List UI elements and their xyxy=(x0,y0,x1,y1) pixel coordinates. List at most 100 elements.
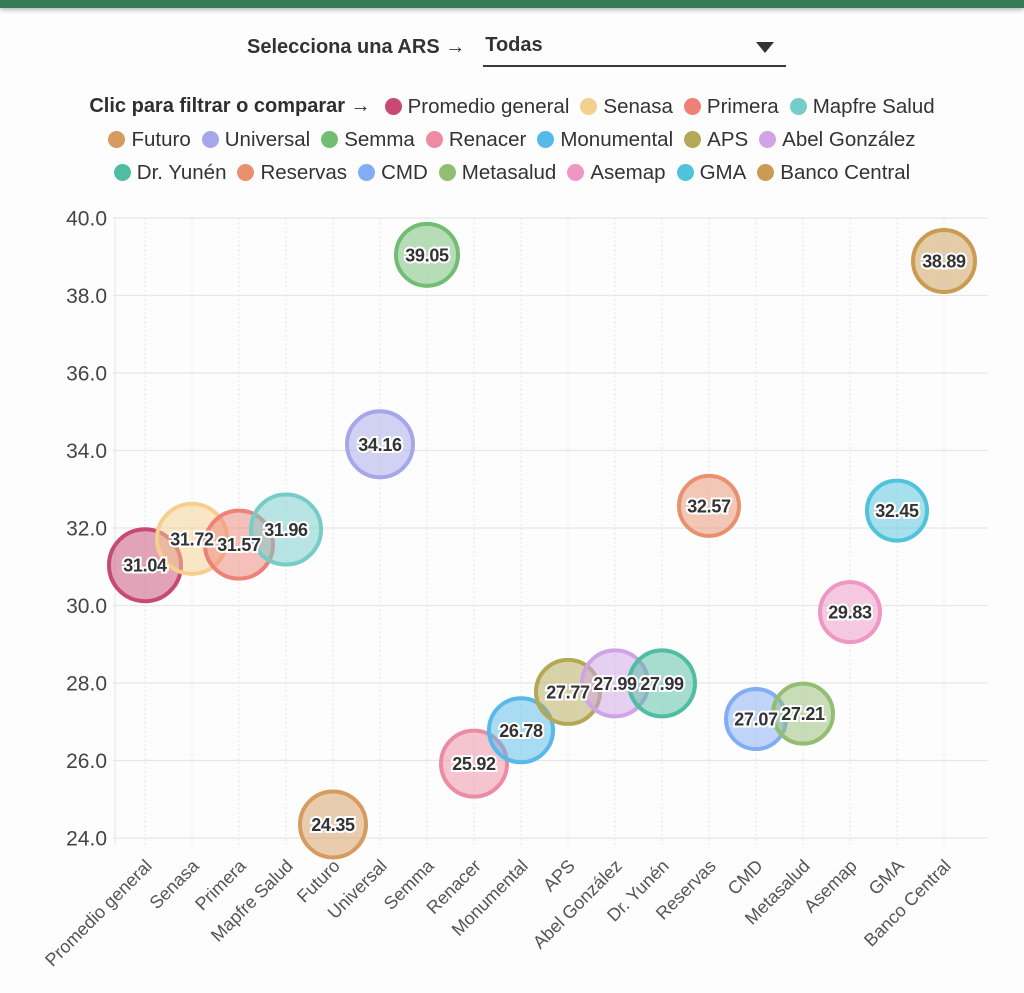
x-axis-tick-label: GMA xyxy=(865,856,908,899)
y-axis-tick-label: 26.0 xyxy=(66,750,107,773)
legend-dot-icon xyxy=(425,131,443,148)
legend-dot-icon xyxy=(676,164,694,181)
legend-item-asemap[interactable]: Asemap xyxy=(567,160,666,185)
legend-item-futuro[interactable]: Futuro xyxy=(108,127,191,152)
bubble-value-label: 29.83 xyxy=(828,603,872,623)
legend-row: Clic para filtrar o comparar → Promedio g… xyxy=(0,90,1024,123)
bubble-reservas[interactable] xyxy=(677,473,741,538)
legend-item-universal[interactable]: Universal xyxy=(201,127,311,152)
legend-item-abel-gonz-lez[interactable]: Abel González xyxy=(759,127,916,152)
bubble-universal[interactable] xyxy=(345,409,415,480)
bubble-value-label: 31.57 xyxy=(217,535,261,555)
bubble-value-label: 32.45 xyxy=(875,501,919,521)
bubble-renacer[interactable] xyxy=(439,728,509,799)
x-axis-tick-label: Asemap xyxy=(800,856,861,917)
dropdown-caret-icon xyxy=(756,42,775,53)
legend-item-label: Monumental xyxy=(560,127,674,151)
legend-item-semma[interactable]: Semma xyxy=(321,128,415,152)
y-axis-tick-label: 38.0 xyxy=(66,285,107,308)
bubble-metasalud[interactable] xyxy=(771,681,835,746)
bubble-value-label: 27.21 xyxy=(781,704,825,724)
legend-item-renacer[interactable]: Renacer xyxy=(425,128,526,152)
bubble-value-label: 24.35 xyxy=(311,815,355,835)
bubble-asemap[interactable] xyxy=(818,580,882,645)
legend-dot-icon xyxy=(580,98,598,115)
x-axis-tick-label: APS xyxy=(539,856,579,896)
bubble-value-label: 38.89 xyxy=(922,252,966,272)
legend-item-gma[interactable]: GMA xyxy=(676,160,747,185)
legend-dot-icon xyxy=(108,131,126,148)
chart-svg: 24.0 26.0 28.0 30.0 32.0 34.0 36.0 38.0 40.0 Prom… xyxy=(41,208,988,971)
chart: 24.0 26.0 28.0 30.0 32.0 34.0 36.0 38.0 40.0 Prom… xyxy=(0,195,1024,993)
legend-item-label: Universal xyxy=(224,127,311,151)
legend: Clic para filtrar o comparar → Promedio g… xyxy=(0,90,1024,189)
bubble-mapfre-salud[interactable] xyxy=(249,492,323,567)
bubble-gma[interactable] xyxy=(865,478,929,543)
legend-row: Futuro Universal Semma Renacer Monumental APS… xyxy=(0,123,1024,156)
legend-item-metasalud[interactable]: Metasalud xyxy=(438,160,557,185)
bubble-dr-yun-n[interactable] xyxy=(627,648,697,719)
legend-item-dr-yun-n[interactable]: Dr. Yunén xyxy=(113,160,227,185)
legend-item-senasa[interactable]: Senasa xyxy=(580,95,673,119)
legend-item-label: APS xyxy=(707,127,749,151)
bubble-value-label: 34.16 xyxy=(358,435,402,455)
legend-dot-icon xyxy=(757,164,775,181)
legend-item-label: CMD xyxy=(381,160,428,184)
legend-item-mapfre-salud[interactable]: Mapfre Salud xyxy=(789,94,935,119)
legend-dot-icon xyxy=(789,98,807,115)
legend-item-label: Mapfre Salud xyxy=(812,94,935,118)
legend-prefix-label: Clic para filtrar o comparar → xyxy=(89,95,371,117)
legend-item-label: Primera xyxy=(706,94,779,118)
legend-dot-icon xyxy=(237,164,255,181)
legend-item-label: Abel González xyxy=(782,127,916,151)
legend-item-label: Semma xyxy=(344,127,415,151)
bubble-value-label: 27.77 xyxy=(546,682,590,702)
y-axis-tick-label: 30.0 xyxy=(66,595,107,618)
bubble-value-label: 31.04 xyxy=(123,556,167,576)
legend-item-label: GMA xyxy=(699,160,747,184)
legend-item-primera[interactable]: Primera xyxy=(683,94,779,119)
y-axis-tick-label: 24.0 xyxy=(66,828,107,851)
bubble-value-label: 31.96 xyxy=(264,520,308,540)
legend-item-monumental[interactable]: Monumental xyxy=(537,128,673,152)
legend-item-label: Senasa xyxy=(603,94,673,118)
bubble-semma[interactable] xyxy=(394,221,460,288)
top-accent-bar xyxy=(0,0,1024,8)
legend-dot-icon xyxy=(321,131,339,148)
bubble-banco-central[interactable] xyxy=(911,228,977,295)
legend-row: Dr. Yunén Reservas CMD Metasalud Asemap GMA Ba… xyxy=(0,156,1024,189)
legend-dot-icon xyxy=(438,164,456,181)
legend-item-banco-central[interactable]: Banco Central xyxy=(757,161,910,185)
y-axis-tick-label: 28.0 xyxy=(66,673,107,696)
legend-dot-icon xyxy=(358,164,376,181)
legend-item-label: Metasalud xyxy=(461,160,557,184)
ars-select-row: Selecciona una ARS → Todas xyxy=(247,33,787,67)
x-axis-tick-label: Mapfre Salud xyxy=(207,856,297,946)
y-axis-tick-label: 32.0 xyxy=(66,518,107,541)
legend-dot-icon xyxy=(684,131,702,148)
x-axis-tick-label: Promedio general xyxy=(41,856,156,971)
legend-item-label: Futuro xyxy=(131,127,191,151)
legend-item-cmd[interactable]: CMD xyxy=(358,161,428,185)
bubble-value-label: 27.07 xyxy=(734,710,778,730)
legend-item-label: Asemap xyxy=(590,160,666,184)
legend-item-aps[interactable]: APS xyxy=(684,128,748,152)
ars-select-label: Selecciona una ARS → xyxy=(247,36,466,58)
legend-item-label: Reservas xyxy=(260,160,348,184)
legend-item-promedio-general[interactable]: Promedio general xyxy=(384,95,569,119)
bubble-value-label: 25.92 xyxy=(452,754,496,774)
bubble-value-label: 27.99 xyxy=(593,674,637,694)
bubble-value-label: 32.57 xyxy=(687,496,731,516)
ars-select[interactable]: Todas xyxy=(483,33,787,67)
legend-dot-icon xyxy=(384,98,402,115)
bubble-value-label: 31.72 xyxy=(170,529,214,549)
y-axis-tick-label: 40.0 xyxy=(66,208,107,231)
legend-item-label: Dr. Yunén xyxy=(136,160,227,184)
ars-select-value: Todas xyxy=(485,34,543,56)
legend-item-reservas[interactable]: Reservas xyxy=(237,161,347,185)
y-axis-tick-label: 36.0 xyxy=(66,363,107,386)
bubble-futuro[interactable] xyxy=(298,789,368,860)
bubble-value-label: 39.05 xyxy=(405,245,449,265)
bubble-monumental[interactable] xyxy=(487,696,555,765)
x-axis-tick-label: CMD xyxy=(724,856,767,899)
